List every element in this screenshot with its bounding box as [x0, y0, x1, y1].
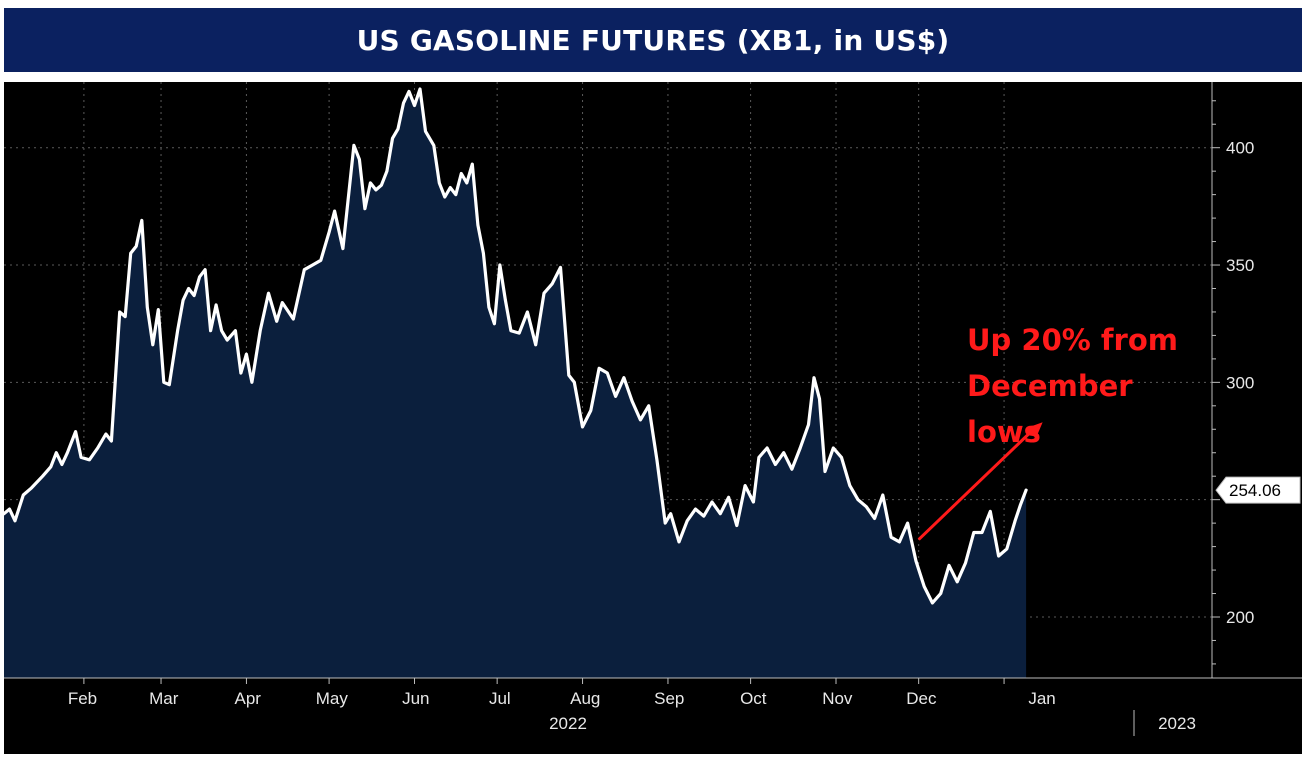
chart-title-bar: US GASOLINE FUTURES (XB1, in US$): [4, 8, 1302, 72]
x-month-label: Dec: [906, 689, 937, 708]
annotation-text-line: Up 20% from: [967, 323, 1178, 357]
arrow-head: [1026, 422, 1043, 439]
last-value-label: 254.06: [1229, 481, 1281, 500]
x-year-label: 2023: [1158, 714, 1196, 733]
x-month-label: Sep: [654, 689, 684, 708]
x-month-label: Mar: [149, 689, 179, 708]
x-month-label: Feb: [68, 689, 97, 708]
x-month-label: Oct: [740, 689, 767, 708]
x-month-label: Aug: [570, 689, 600, 708]
x-month-label: Jun: [402, 689, 429, 708]
price-area: [4, 89, 1027, 678]
x-month-label: Jul: [489, 689, 511, 708]
y-tick-label: 300: [1226, 373, 1254, 392]
x-month-label: Nov: [822, 689, 853, 708]
price-line: [4, 87, 1028, 605]
x-year-label: 2022: [549, 714, 587, 733]
chart-title: US GASOLINE FUTURES (XB1, in US$): [356, 23, 950, 57]
x-month-label: Jan: [1028, 689, 1055, 708]
x-month-label: May: [316, 689, 349, 708]
x-month-label: Apr: [235, 689, 262, 708]
y-tick-label: 400: [1226, 139, 1254, 158]
chart-panel: 200 300 350 400 254.06 Feb Mar Apr May Jun Jul Aug S…: [4, 82, 1302, 754]
arrow-shaft: [917, 427, 1036, 541]
annotation-arrow: [917, 422, 1043, 541]
last-value-tag: [1215, 476, 1301, 504]
y-tick-label: 350: [1226, 256, 1254, 275]
annotation-text-line: December: [967, 369, 1133, 403]
price-chart: 200 300 350 400 254.06 Feb Mar Apr May Jun Jul Aug S…: [4, 82, 1302, 754]
y-tick-label: 200: [1226, 608, 1254, 627]
